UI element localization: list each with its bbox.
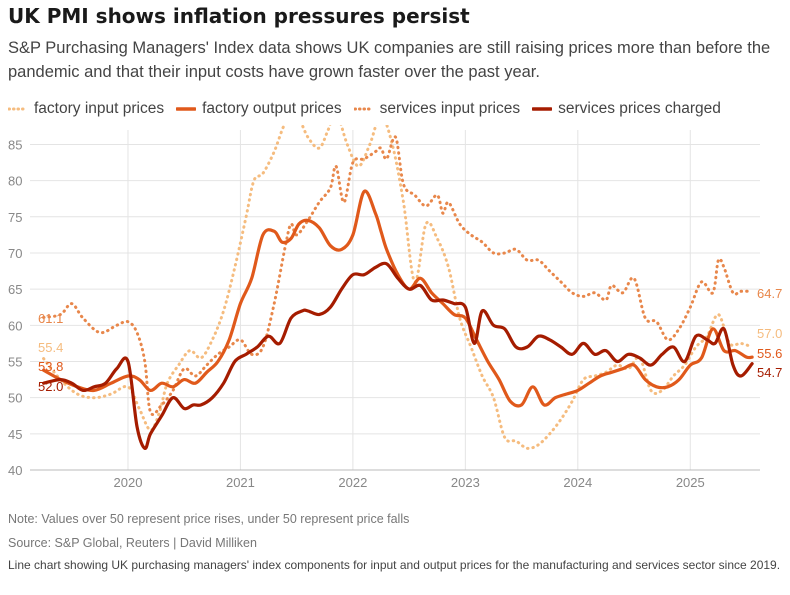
chart-source: Source: S&P Global, Reuters | David Mill… — [8, 536, 257, 550]
legend-item-services-charged: services prices charged — [532, 100, 721, 118]
chart-caption: Line chart showing UK purchasing manager… — [8, 558, 781, 572]
series-start-label: 53.8 — [38, 359, 63, 374]
x-axis: 2020 2021 2022 2023 2024 2025 — [30, 469, 760, 490]
legend-item-factory-output: factory output prices — [176, 100, 342, 118]
series-line-factory-input-prices — [42, 125, 754, 450]
y-tick-label: 80 — [8, 174, 22, 189]
series-line-services-prices-charged — [42, 261, 754, 450]
series-end-label: 64.7 — [757, 286, 782, 301]
series-start-label: 61.1 — [38, 311, 63, 326]
legend-item-services-input: services input prices — [353, 100, 521, 118]
y-tick-label: 45 — [8, 427, 22, 442]
series-end-label: 55.6 — [757, 346, 782, 361]
chart-subtitle: S&P Purchasing Managers' Index data show… — [8, 39, 771, 81]
y-tick-label: 75 — [8, 210, 22, 225]
legend-label: factory output prices — [202, 100, 342, 117]
legend-item-factory-input: factory input prices — [8, 100, 164, 118]
x-tick-label: 2022 — [338, 475, 367, 490]
series-end-label: 57.0 — [757, 326, 782, 341]
series-end-label: 54.7 — [757, 365, 782, 380]
series-end-labels: 55.4 57.0 53.8 55.6 61.1 64.7 52.0 54.7 — [38, 286, 782, 394]
x-tick-label: 2021 — [226, 475, 255, 490]
y-tick-label: 65 — [8, 282, 22, 297]
series-lines — [42, 125, 754, 450]
series-line-factory-output-prices — [42, 189, 754, 408]
y-tick-label: 55 — [8, 354, 22, 369]
y-axis: 40 45 50 55 60 65 70 75 80 85 — [8, 137, 22, 478]
y-tick-label: 85 — [8, 137, 22, 152]
legend-label: services input prices — [379, 100, 521, 117]
legend-swatch-services-input — [353, 107, 374, 111]
y-tick-label: 70 — [8, 246, 22, 261]
legend-label: services prices charged — [558, 100, 721, 117]
legend-swatch-factory-output — [176, 107, 197, 111]
chart-title: UK PMI shows inflation pressures persist — [8, 4, 470, 28]
y-tick-label: 40 — [8, 463, 22, 478]
series-line-services-input-prices — [42, 135, 754, 417]
x-tick-label: 2025 — [676, 475, 705, 490]
series-start-label: 52.0 — [38, 379, 63, 394]
y-tick-label: 50 — [8, 391, 22, 406]
x-tick-label: 2020 — [114, 475, 143, 490]
x-tick-label: 2024 — [563, 475, 592, 490]
chart-note: Note: Values over 50 represent price ris… — [8, 512, 410, 526]
legend-label: factory input prices — [34, 100, 165, 117]
legend-swatch-services-charged — [532, 107, 553, 111]
legend: factory input prices factory output pric… — [8, 100, 733, 118]
gridlines — [30, 130, 760, 471]
legend-swatch-factory-input — [8, 107, 28, 111]
series-start-label: 55.4 — [38, 340, 63, 355]
y-tick-label: 60 — [8, 318, 22, 333]
x-tick-label: 2023 — [451, 475, 480, 490]
